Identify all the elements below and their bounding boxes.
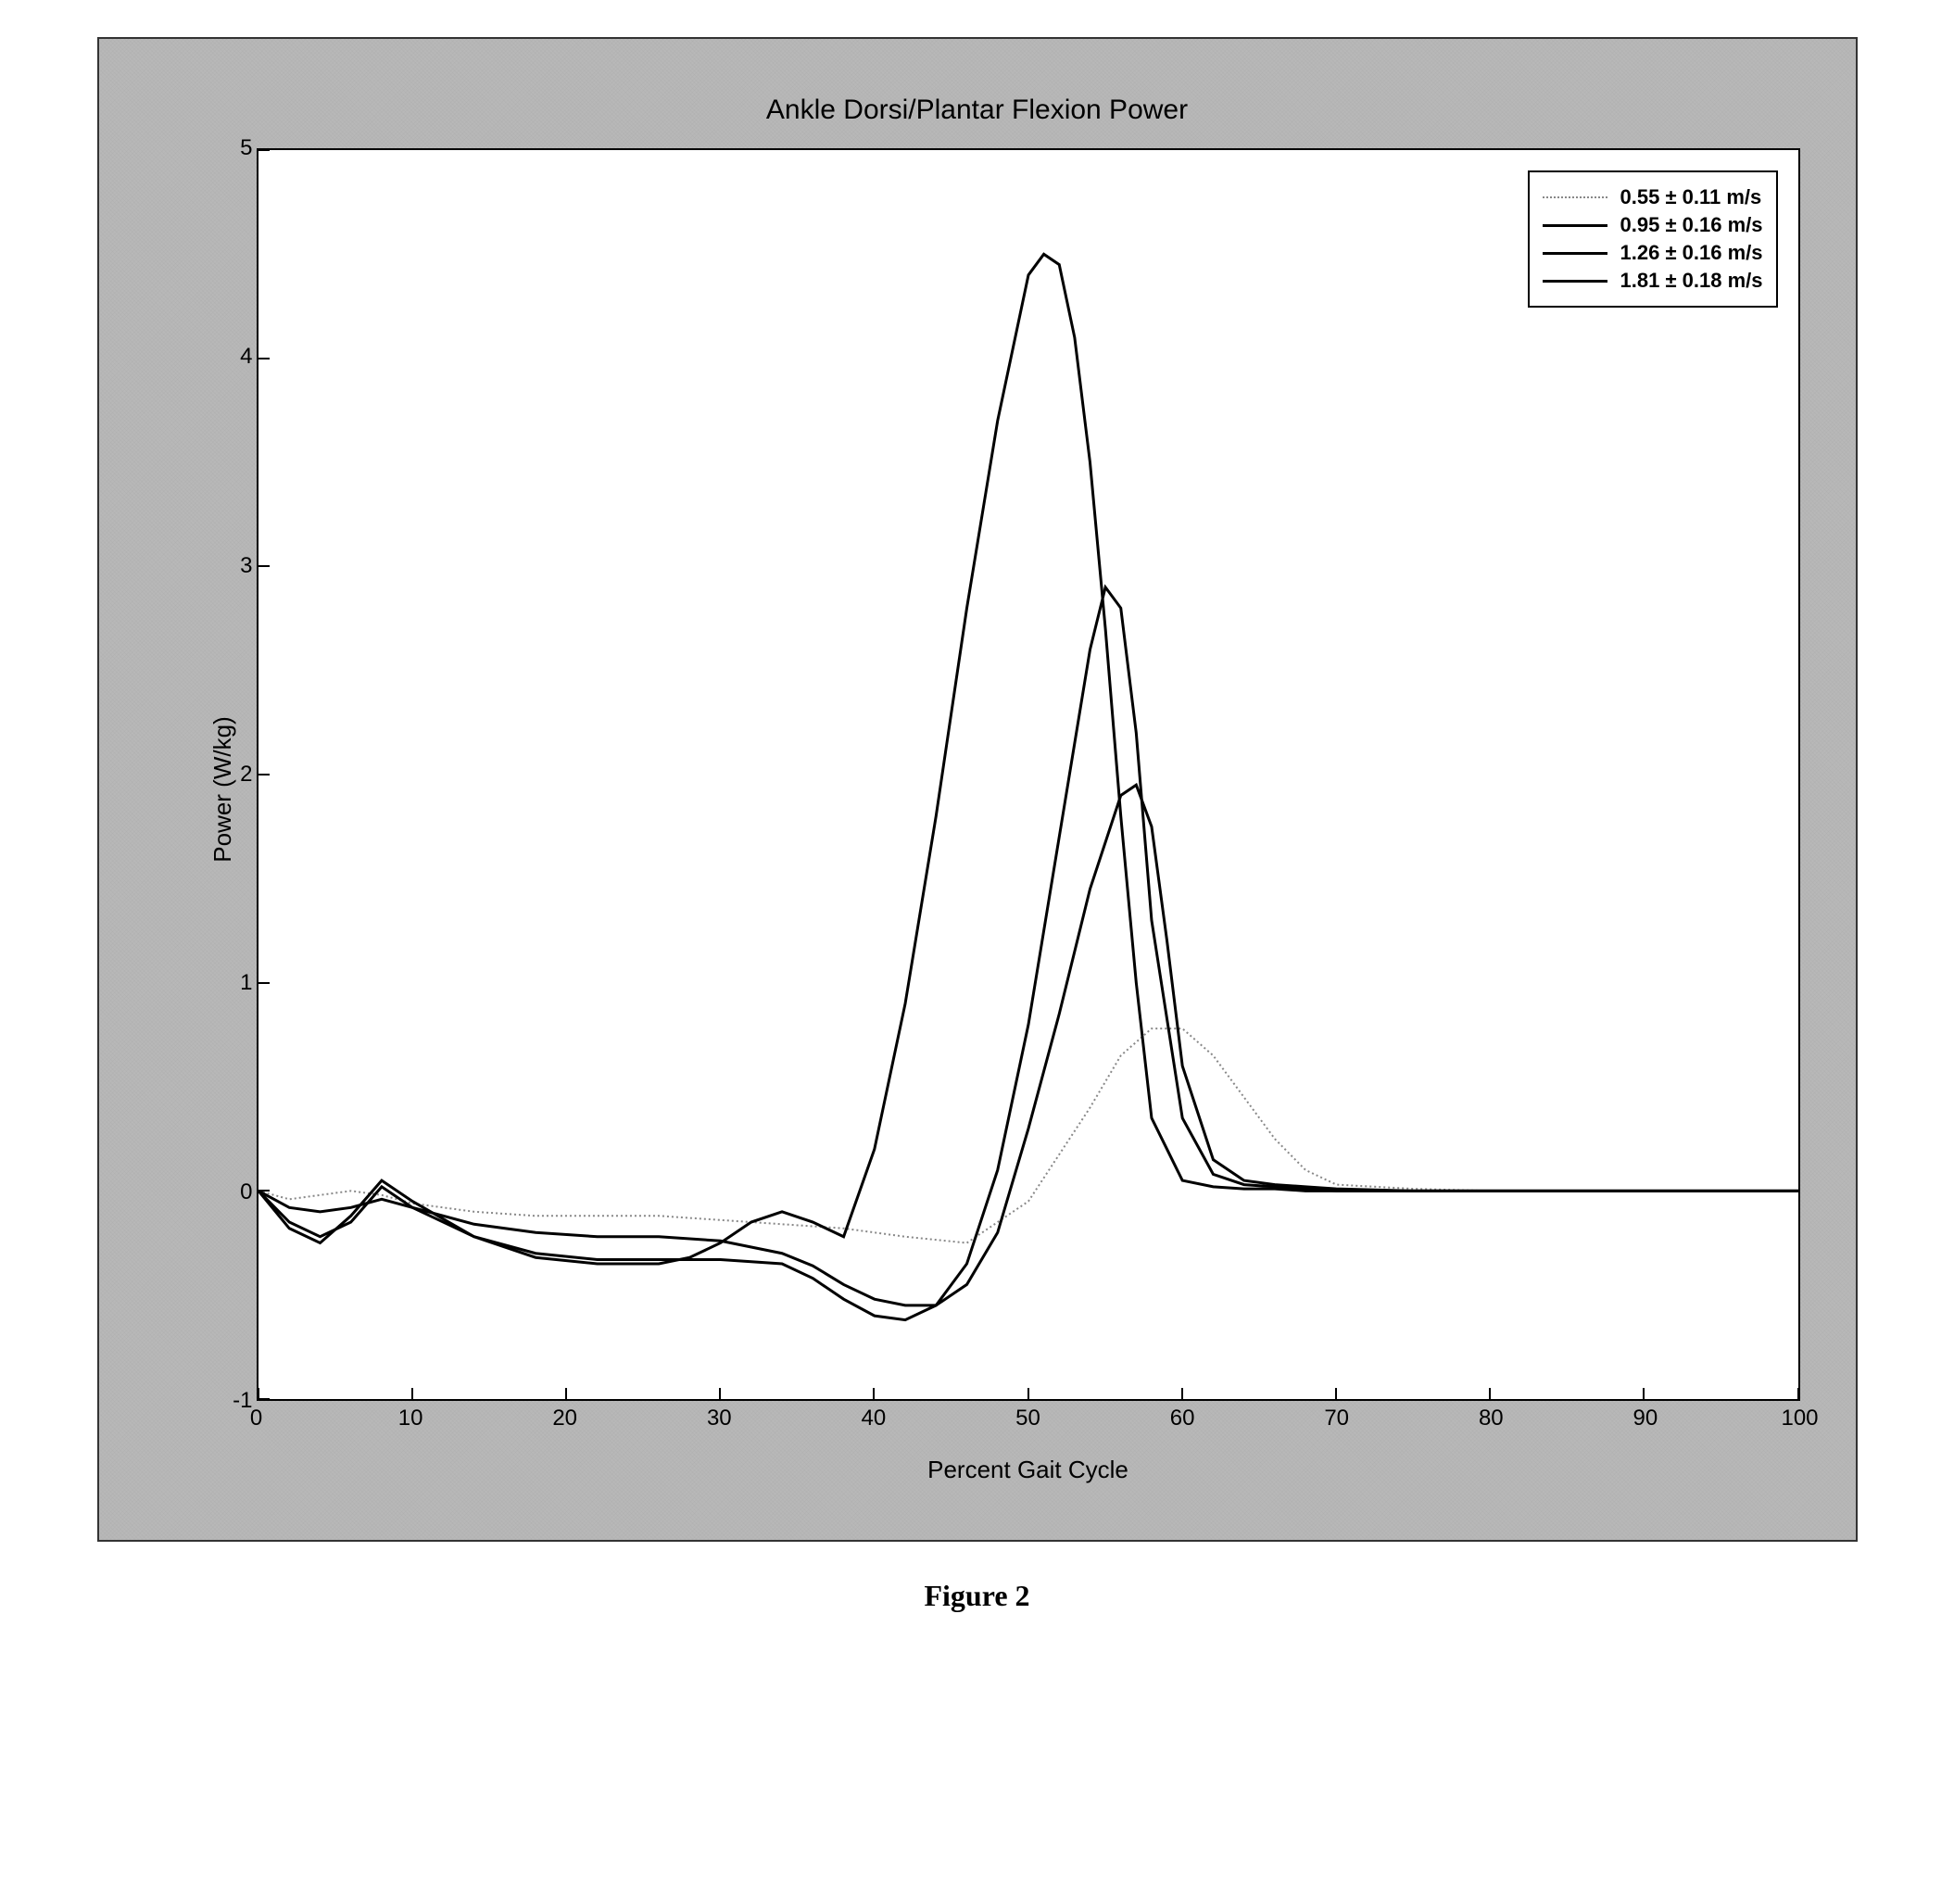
x-axis-label: Percent Gait Cycle	[257, 1456, 1800, 1484]
y-tick-mark	[258, 774, 270, 775]
x-tick-label: 40	[862, 1406, 887, 1431]
chart-container: Ankle Dorsi/Plantar Flexion Power Power …	[155, 95, 1800, 1484]
x-tick-label: 60	[1170, 1406, 1195, 1431]
legend-swatch	[1543, 252, 1607, 255]
y-tick-label: 5	[240, 135, 256, 161]
figure-caption: Figure 2	[924, 1579, 1029, 1613]
legend-swatch	[1543, 224, 1607, 227]
series-line	[258, 254, 1798, 1264]
x-tick-label: 50	[1015, 1406, 1040, 1431]
x-tick-mark	[1181, 1388, 1183, 1399]
y-axis: -1012345	[210, 148, 257, 1401]
x-tick-label: 30	[707, 1406, 732, 1431]
line-curves	[258, 150, 1798, 1399]
y-tick-label: 1	[240, 970, 256, 996]
legend-swatch	[1543, 280, 1607, 283]
legend-row: 0.95 ± 0.16 m/s	[1543, 213, 1763, 237]
chart-title: Ankle Dorsi/Plantar Flexion Power	[155, 95, 1800, 126]
y-tick-mark	[258, 149, 270, 151]
x-tick-label: 70	[1324, 1406, 1349, 1431]
y-tick-mark	[258, 1398, 270, 1400]
legend-row: 1.26 ± 0.16 m/s	[1543, 241, 1763, 265]
plot-area: 0.55 ± 0.11 m/s 0.95 ± 0.16 m/s 1.26 ± 0.1…	[257, 148, 1800, 1401]
legend-row: 1.81 ± 0.18 m/s	[1543, 269, 1763, 293]
x-tick-mark	[1027, 1388, 1029, 1399]
x-axis: 0102030405060708090100	[257, 1406, 1800, 1443]
x-tick-label: 20	[552, 1406, 577, 1431]
x-tick-mark	[1489, 1388, 1491, 1399]
x-tick-label: 90	[1633, 1406, 1658, 1431]
x-tick-mark	[1335, 1388, 1337, 1399]
legend-row: 0.55 ± 0.11 m/s	[1543, 185, 1763, 209]
x-tick-mark	[873, 1388, 875, 1399]
y-tick-mark	[258, 565, 270, 567]
chart-outer-frame: Ankle Dorsi/Plantar Flexion Power Power …	[97, 37, 1858, 1542]
y-tick-mark	[258, 358, 270, 359]
legend-label: 1.26 ± 0.16 m/s	[1620, 241, 1763, 265]
legend-box: 0.55 ± 0.11 m/s 0.95 ± 0.16 m/s 1.26 ± 0.1…	[1528, 170, 1778, 308]
x-tick-mark	[411, 1388, 413, 1399]
x-tick-mark	[258, 1388, 259, 1399]
x-tick-mark	[1797, 1388, 1799, 1399]
x-tick-mark	[565, 1388, 567, 1399]
y-tick-mark	[258, 1190, 270, 1192]
y-tick-label: 3	[240, 553, 256, 579]
legend-label: 0.55 ± 0.11 m/s	[1620, 185, 1762, 209]
y-tick-mark	[258, 982, 270, 984]
y-tick-label: 4	[240, 344, 256, 370]
series-line	[258, 587, 1798, 1320]
series-line	[258, 1028, 1798, 1242]
x-tick-mark	[719, 1388, 721, 1399]
legend-label: 1.81 ± 0.18 m/s	[1620, 269, 1763, 293]
legend-label: 0.95 ± 0.16 m/s	[1620, 213, 1763, 237]
x-tick-label: 0	[250, 1406, 262, 1431]
y-tick-label: 2	[240, 762, 256, 788]
x-tick-label: 80	[1479, 1406, 1504, 1431]
legend-swatch	[1543, 196, 1607, 198]
x-tick-mark	[1643, 1388, 1645, 1399]
x-tick-label: 100	[1781, 1406, 1818, 1431]
y-tick-label: 0	[240, 1179, 256, 1205]
series-line	[258, 785, 1798, 1305]
x-tick-label: 10	[398, 1406, 423, 1431]
